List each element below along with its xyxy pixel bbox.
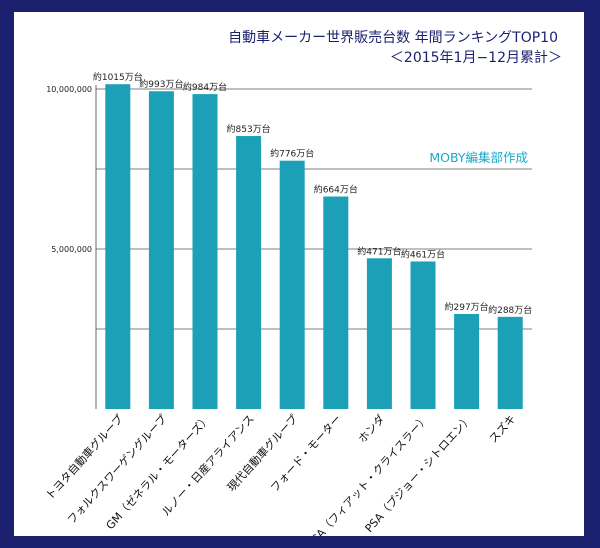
chart-subtitle: ＜2015年1月−12月累計＞ [390, 50, 562, 66]
x-axis-labels: トヨタ自動車グループフォルクスワーゲングループGM（ゼネラル・モーターズ）ルノー… [42, 412, 518, 536]
bar [410, 261, 436, 409]
credit-label: MOBY編集部作成 [429, 150, 528, 165]
data-label: 約984万台 [183, 81, 227, 93]
data-label: 約1015万台 [93, 71, 143, 83]
data-label: 約853万台 [227, 123, 271, 135]
bar-chart: 自動車メーカー世界販売台数 年間ランキングTOP10 ＜2015年1月−12月累… [42, 29, 562, 536]
bar [105, 84, 131, 409]
bar [192, 94, 218, 410]
y-axis-ticks: 5,000,000 10,000,000 [46, 85, 92, 254]
bar [236, 136, 262, 409]
bars [105, 84, 523, 410]
bar [148, 91, 174, 410]
data-label: 約993万台 [139, 78, 183, 90]
bar [323, 196, 349, 409]
data-label: 約288万台 [488, 304, 532, 316]
data-label: 約461万台 [401, 248, 445, 260]
chart-title: 自動車メーカー世界販売台数 年間ランキングTOP10 [228, 29, 558, 46]
bar [279, 160, 305, 409]
y-tick-label: 5,000,000 [51, 245, 92, 254]
x-tick-label: トヨタ自動車グループ [42, 412, 126, 503]
bar [454, 313, 480, 409]
chart-panel: 自動車メーカー世界販売台数 年間ランキングTOP10 ＜2015年1月−12月累… [14, 12, 584, 536]
x-tick-label: ホンダ [355, 412, 387, 446]
bar [366, 258, 392, 409]
x-tick-label: スズキ [486, 412, 518, 446]
bar [497, 316, 523, 409]
data-label: 約471万台 [357, 245, 401, 257]
y-tick-label: 10,000,000 [46, 85, 92, 94]
data-label: 約776万台 [270, 148, 314, 160]
data-label: 約664万台 [314, 184, 358, 196]
data-label: 約297万台 [445, 301, 489, 313]
